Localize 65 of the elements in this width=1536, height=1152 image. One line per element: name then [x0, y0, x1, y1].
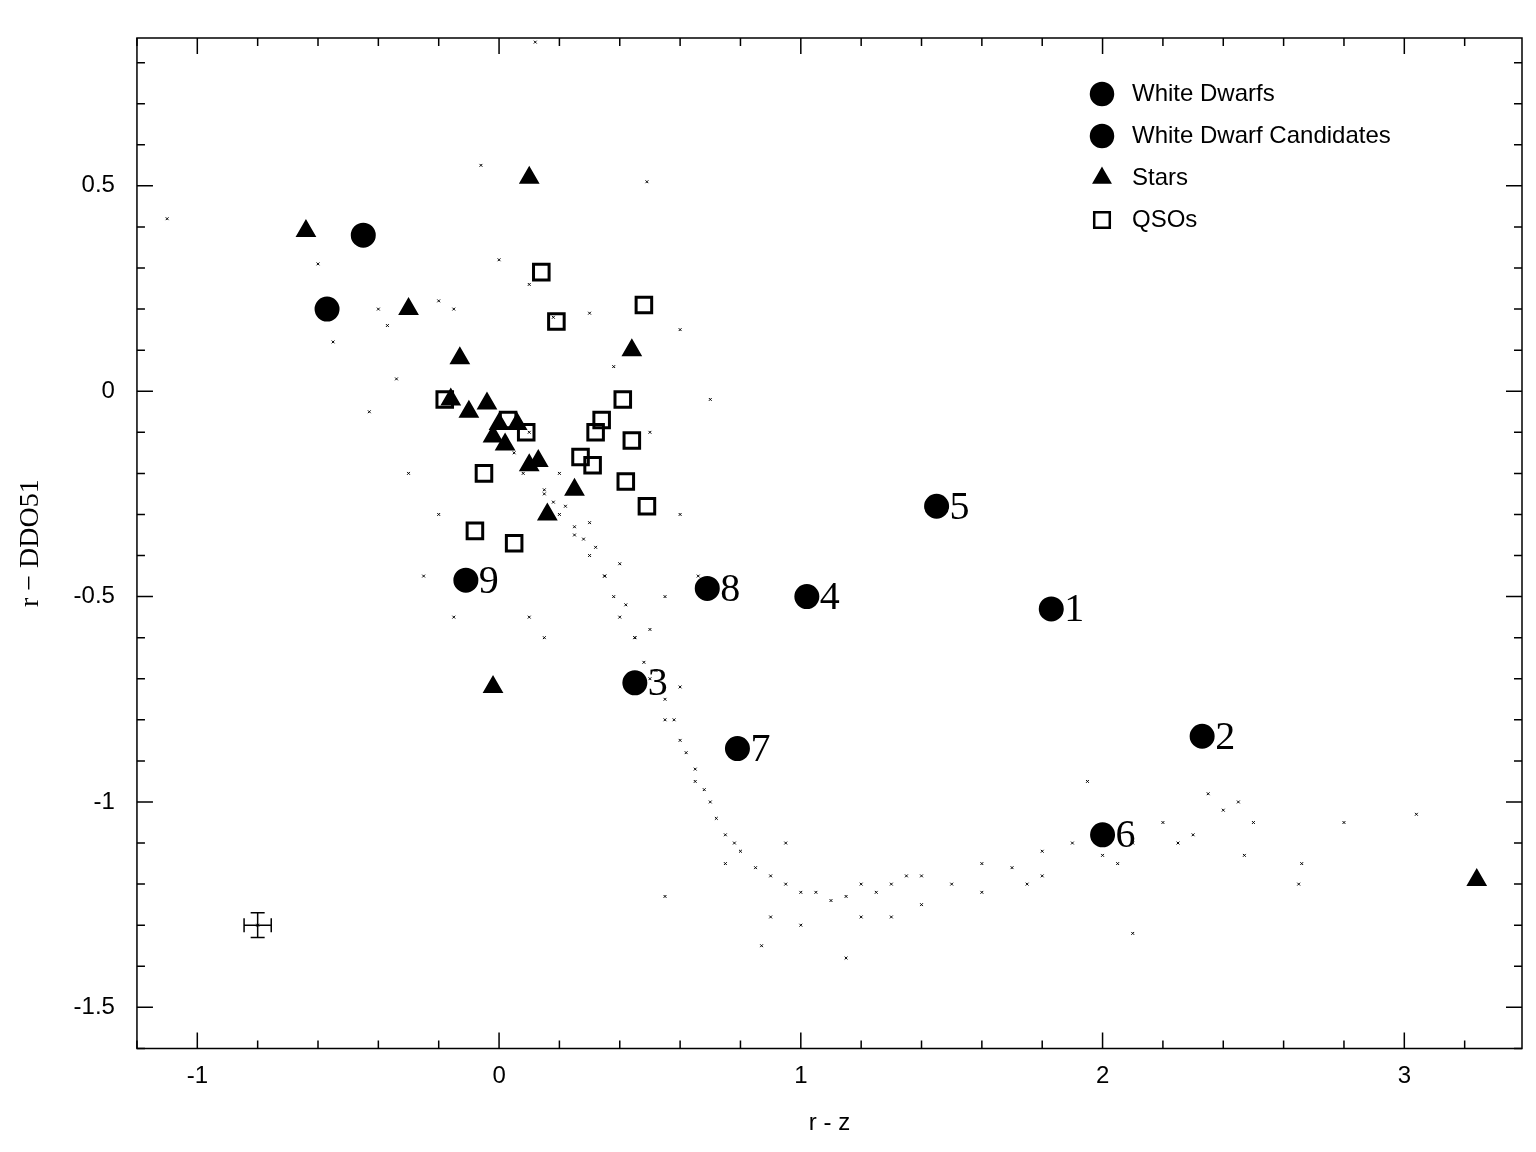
point — [1038, 596, 1064, 622]
point — [507, 413, 527, 431]
legend-label: White Dwarf Candidates — [1132, 120, 1391, 148]
x-tick-label: 3 — [1397, 1061, 1411, 1089]
point — [694, 575, 720, 601]
point — [532, 262, 551, 282]
point — [583, 455, 602, 475]
point — [1189, 723, 1215, 749]
point — [459, 401, 479, 418]
x-tick-label: 2 — [1095, 1061, 1110, 1089]
point — [350, 222, 376, 248]
point — [474, 464, 494, 483]
point — [592, 410, 611, 430]
point — [565, 479, 584, 496]
point — [613, 390, 633, 409]
point — [435, 390, 455, 409]
y-tick-label: -0.5 — [73, 581, 115, 609]
annotation: 6 — [1115, 811, 1136, 857]
annotation: 5 — [949, 482, 970, 528]
point — [504, 533, 524, 553]
point — [637, 496, 657, 516]
annotation: 9 — [478, 556, 499, 602]
x-tick-label: -1 — [186, 1061, 208, 1089]
point — [794, 584, 820, 610]
point — [399, 298, 418, 316]
y-axis-title: r − DDO51 — [13, 479, 45, 608]
annotation: 8 — [720, 564, 741, 610]
point — [453, 567, 479, 593]
point — [296, 220, 316, 238]
point — [724, 736, 750, 762]
annotation: 4 — [819, 573, 840, 619]
point — [489, 413, 509, 431]
legend-label: QSOs — [1132, 204, 1198, 232]
annotation: 2 — [1215, 712, 1236, 758]
point — [622, 670, 648, 696]
y-tick-label: -1.5 — [73, 991, 115, 1019]
point — [450, 347, 470, 365]
point — [634, 295, 654, 315]
point — [495, 434, 515, 451]
point — [441, 388, 461, 406]
x-tick-label: 0 — [492, 1061, 506, 1089]
point — [465, 521, 485, 541]
point — [519, 167, 539, 184]
point — [616, 472, 636, 491]
point — [538, 503, 557, 521]
point — [924, 493, 950, 519]
point — [571, 447, 590, 467]
x-axis-title: r - z — [808, 1108, 851, 1136]
annotation: 3 — [647, 659, 668, 705]
annotation: 7 — [750, 725, 771, 771]
point — [622, 431, 642, 450]
point — [586, 423, 605, 442]
y-tick-label: -1 — [93, 786, 115, 814]
legend-label: White Dwarfs — [1132, 78, 1275, 106]
point — [1090, 822, 1116, 848]
point — [314, 296, 340, 322]
point — [516, 423, 536, 442]
point — [477, 393, 497, 410]
y-tick-label: 0.5 — [81, 170, 115, 198]
annotation: 1 — [1064, 585, 1085, 631]
y-tick-label: 0 — [101, 375, 115, 403]
point — [547, 312, 566, 331]
x-tick-label: 1 — [794, 1061, 808, 1089]
legend-label: Stars — [1132, 162, 1189, 190]
point — [622, 339, 642, 357]
